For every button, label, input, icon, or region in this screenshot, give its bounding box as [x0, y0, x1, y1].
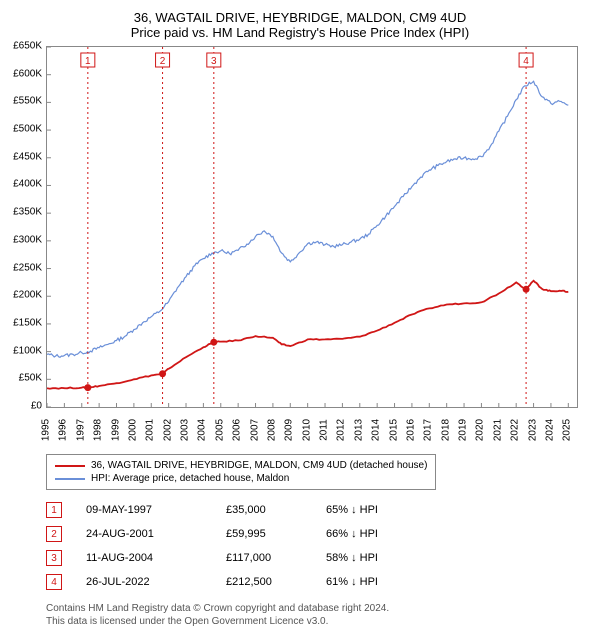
x-tick-label: 2018: [440, 419, 451, 441]
y-tick-label: £400K: [13, 179, 42, 190]
event-date: 11-AUG-2004: [86, 552, 226, 564]
legend-item: 36, WAGTAIL DRIVE, HEYBRIDGE, MALDON, CM…: [55, 459, 427, 472]
legend-item: HPI: Average price, detached house, Mald…: [55, 472, 427, 485]
x-tick-label: 2002: [162, 419, 173, 441]
event-hpi-diff: 58% ↓ HPI: [326, 552, 426, 564]
legend: 36, WAGTAIL DRIVE, HEYBRIDGE, MALDON, CM…: [46, 454, 436, 490]
x-tick-label: 2005: [214, 419, 225, 441]
y-tick-label: £450K: [13, 151, 42, 162]
event-row: 1 09-MAY-1997£35,00065% ↓ HPI: [46, 498, 590, 522]
event-price: £117,000: [226, 552, 326, 564]
x-tick-label: 2021: [492, 419, 503, 441]
x-tick-label: 2008: [266, 419, 277, 441]
x-tick-label: 2024: [544, 419, 555, 441]
y-tick-label: £250K: [13, 262, 42, 273]
event-marker-dot: [523, 286, 530, 293]
chart-title-main: 36, WAGTAIL DRIVE, HEYBRIDGE, MALDON, CM…: [10, 10, 590, 25]
y-tick-label: £550K: [13, 96, 42, 107]
x-tick-label: 2006: [232, 419, 243, 441]
x-tick-label: 2000: [127, 419, 138, 441]
y-tick-label: £600K: [13, 68, 42, 79]
event-hpi-diff: 61% ↓ HPI: [326, 576, 426, 588]
event-hpi-diff: 66% ↓ HPI: [326, 528, 426, 540]
event-price: £59,995: [226, 528, 326, 540]
event-date: 09-MAY-1997: [86, 504, 226, 516]
event-marker-dot: [159, 370, 166, 377]
y-tick-label: £0: [31, 401, 42, 412]
event-num-box: 4: [46, 574, 62, 590]
x-tick-label: 2004: [197, 419, 208, 441]
event-num-box: 3: [46, 550, 62, 566]
x-tick-label: 1997: [75, 419, 86, 441]
footer-attribution: Contains HM Land Registry data © Crown c…: [46, 602, 590, 628]
event-price: £35,000: [226, 504, 326, 516]
chart-plot: 1 2 3 4: [46, 46, 578, 408]
series-hpi: [47, 81, 568, 357]
x-tick-label: 2020: [475, 419, 486, 441]
event-marker-dot: [210, 339, 217, 346]
x-tick-label: 2017: [423, 419, 434, 441]
y-tick-label: £350K: [13, 207, 42, 218]
footer-line-2: This data is licensed under the Open Gov…: [46, 615, 590, 628]
x-tick-label: 2012: [336, 419, 347, 441]
series-property: [47, 281, 568, 389]
legend-label: HPI: Average price, detached house, Mald…: [91, 473, 289, 484]
x-tick-label: 1999: [110, 419, 121, 441]
x-tick-label: 2016: [405, 419, 416, 441]
y-axis-ticks: £0£50K£100K£150K£200K£250K£300K£350K£400…: [10, 46, 44, 406]
y-tick-label: £650K: [13, 41, 42, 52]
y-tick-label: £200K: [13, 290, 42, 301]
y-tick-label: £50K: [19, 373, 42, 384]
event-num-box: 2: [46, 526, 62, 542]
event-marker-num: 3: [211, 56, 217, 67]
x-axis-ticks: 1995199619971998199920002001200220032004…: [46, 408, 576, 448]
event-date: 24-AUG-2001: [86, 528, 226, 540]
chart-title-block: 36, WAGTAIL DRIVE, HEYBRIDGE, MALDON, CM…: [10, 10, 590, 40]
event-row: 4 26-JUL-2022£212,50061% ↓ HPI: [46, 570, 590, 594]
event-row: 2 24-AUG-2001£59,99566% ↓ HPI: [46, 522, 590, 546]
x-tick-label: 1995: [41, 419, 52, 441]
event-hpi-diff: 65% ↓ HPI: [326, 504, 426, 516]
x-tick-label: 2001: [145, 419, 156, 441]
y-tick-label: £300K: [13, 234, 42, 245]
event-row: 3 11-AUG-2004£117,00058% ↓ HPI: [46, 546, 590, 570]
chart-area: £0 £50K £100K £150K £200K £250K £300K £350K £400…: [10, 46, 590, 450]
event-marker-dot: [84, 384, 91, 391]
event-price: £212,500: [226, 576, 326, 588]
y-tick-label: £500K: [13, 124, 42, 135]
x-tick-label: 2013: [353, 419, 364, 441]
legend-swatch: [55, 478, 85, 480]
y-tick-label: £150K: [13, 317, 42, 328]
x-tick-label: 2011: [319, 419, 330, 441]
x-tick-label: 2003: [180, 419, 191, 441]
events-table: 1 09-MAY-1997£35,00065% ↓ HPI 2 24-AUG-2001…: [46, 498, 590, 594]
event-marker-num: 4: [523, 56, 529, 67]
x-tick-label: 2025: [562, 419, 573, 441]
y-tick-label: £100K: [13, 345, 42, 356]
x-tick-label: 2014: [371, 419, 382, 441]
x-tick-label: 2019: [458, 419, 469, 441]
x-tick-label: 2007: [249, 419, 260, 441]
x-tick-label: 2009: [284, 419, 295, 441]
x-tick-label: 2010: [301, 419, 312, 441]
x-tick-label: 2015: [388, 419, 399, 441]
x-tick-label: 1998: [93, 419, 104, 441]
x-tick-label: 2023: [527, 419, 538, 441]
x-tick-label: 2022: [510, 419, 521, 441]
event-date: 26-JUL-2022: [86, 576, 226, 588]
x-tick-label: 1996: [58, 419, 69, 441]
legend-swatch: [55, 465, 85, 467]
legend-label: 36, WAGTAIL DRIVE, HEYBRIDGE, MALDON, CM…: [91, 460, 427, 471]
chart-title-sub: Price paid vs. HM Land Registry's House …: [10, 25, 590, 40]
footer-line-1: Contains HM Land Registry data © Crown c…: [46, 602, 590, 615]
event-marker-num: 2: [160, 56, 166, 67]
event-num-box: 1: [46, 502, 62, 518]
event-marker-num: 1: [85, 56, 91, 67]
